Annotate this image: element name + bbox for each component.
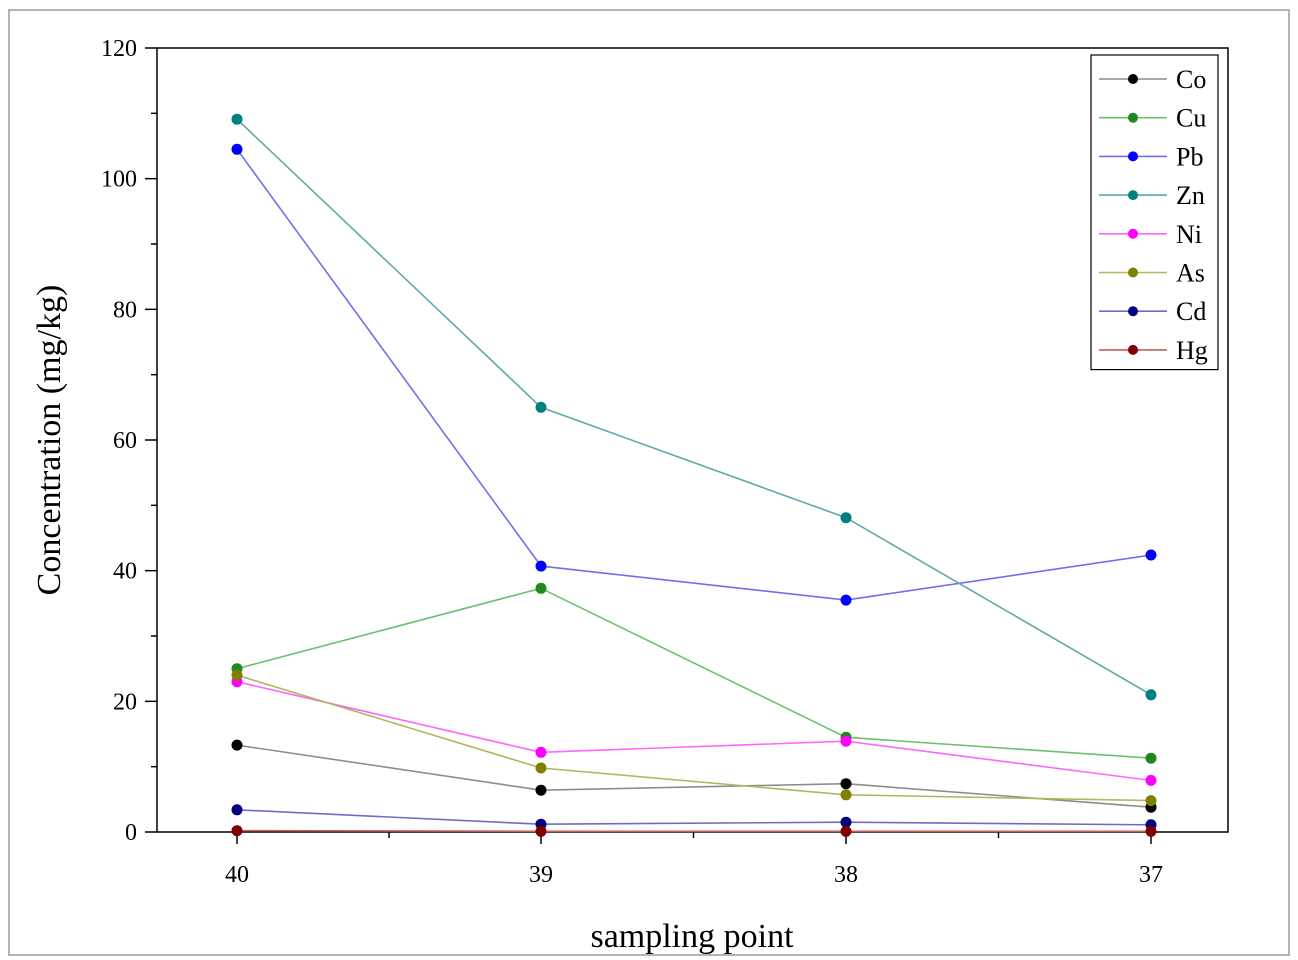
legend-marker-hg	[1128, 344, 1138, 355]
series-line-zn	[236, 118, 1152, 696]
data-point-pb	[1145, 549, 1157, 561]
y-tick-label: 100	[101, 167, 137, 193]
series-line-cu	[236, 587, 1152, 759]
y-tick-label: 0	[125, 820, 137, 846]
legend-label-as: As	[1176, 259, 1205, 288]
series-line-co	[236, 744, 1152, 808]
legend-marker-as	[1128, 267, 1138, 278]
image-border	[8, 9, 1290, 956]
data-point-zn	[1145, 689, 1157, 701]
data-point-cd	[840, 816, 852, 828]
data-point-ni	[535, 746, 547, 758]
legend: Co Cu Pb Zn Ni As Cd Hg	[1090, 54, 1219, 371]
y-axis-title: Concentration (mg/kg)	[31, 285, 68, 596]
x-axis-title: sampling point	[590, 918, 794, 955]
legend-marker-co	[1128, 74, 1138, 84]
legend-marker-zn	[1128, 190, 1138, 201]
data-point-pb	[231, 143, 243, 155]
data-point-hg	[231, 825, 243, 837]
y-tick-label: 120	[101, 36, 137, 62]
data-point-cd	[231, 804, 243, 816]
legend-marker-ni	[1128, 228, 1138, 239]
series-line-pb	[236, 148, 1152, 601]
legend-marker-cu	[1128, 112, 1138, 123]
legend-label-cu: Cu	[1176, 104, 1206, 133]
data-point-pb	[840, 594, 852, 606]
legend-label-ni: Ni	[1176, 220, 1202, 249]
plot-frame	[156, 47, 1229, 833]
data-point-co	[840, 778, 852, 790]
legend-label-pb: Pb	[1176, 142, 1203, 171]
legend-label-cd: Cd	[1176, 297, 1206, 326]
series-line-cd	[236, 809, 1152, 826]
data-point-co	[231, 739, 243, 751]
y-tick-label: 60	[113, 428, 137, 454]
data-point-ni	[840, 735, 852, 747]
y-tick-label: 40	[113, 559, 137, 585]
data-point-zn	[231, 113, 243, 125]
data-point-as	[535, 762, 547, 774]
data-point-as	[231, 669, 243, 681]
x-tick-label: 37	[1139, 862, 1163, 888]
data-point-hg	[535, 825, 547, 837]
series-layer	[231, 113, 1157, 837]
legend-label-co: Co	[1176, 65, 1206, 94]
data-point-cu	[1145, 752, 1157, 764]
x-tick-label: 38	[834, 862, 858, 888]
data-point-as	[840, 789, 852, 801]
data-point-as	[1145, 795, 1157, 807]
y-tick-label: 80	[113, 297, 137, 323]
x-tick-label: 39	[529, 862, 553, 888]
data-point-hg	[1145, 825, 1157, 837]
legend-box	[1090, 54, 1219, 371]
series-line-hg	[236, 829, 1151, 833]
data-point-zn	[840, 512, 852, 524]
data-point-hg	[840, 825, 852, 837]
series-line-as	[236, 674, 1152, 802]
legend-label-hg: Hg	[1176, 336, 1208, 365]
y-tick-label: 20	[113, 689, 137, 715]
legend-label-zn: Zn	[1176, 181, 1205, 210]
data-point-cu	[535, 582, 547, 594]
data-point-pb	[535, 560, 547, 572]
x-tick-label: 40	[225, 862, 249, 888]
series-line-ni	[236, 680, 1152, 782]
data-point-co	[535, 784, 547, 796]
legend-marker-cd	[1128, 306, 1138, 317]
axes-layer: 0 20 40 60 80 100 120 40 39 38 37	[101, 36, 1229, 888]
legend-marker-pb	[1128, 151, 1138, 162]
data-point-zn	[535, 401, 547, 413]
data-point-ni	[1145, 774, 1157, 786]
